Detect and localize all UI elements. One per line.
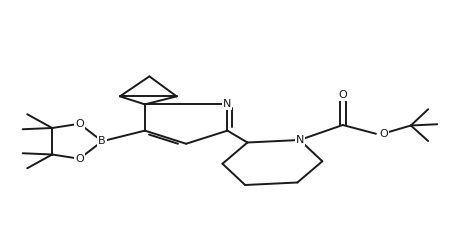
Text: O: O [75, 154, 84, 164]
Text: N: N [223, 99, 232, 110]
Text: B: B [99, 136, 106, 146]
Text: O: O [75, 119, 84, 129]
Text: O: O [380, 129, 389, 139]
Text: O: O [338, 90, 347, 100]
Text: N: N [296, 135, 304, 145]
